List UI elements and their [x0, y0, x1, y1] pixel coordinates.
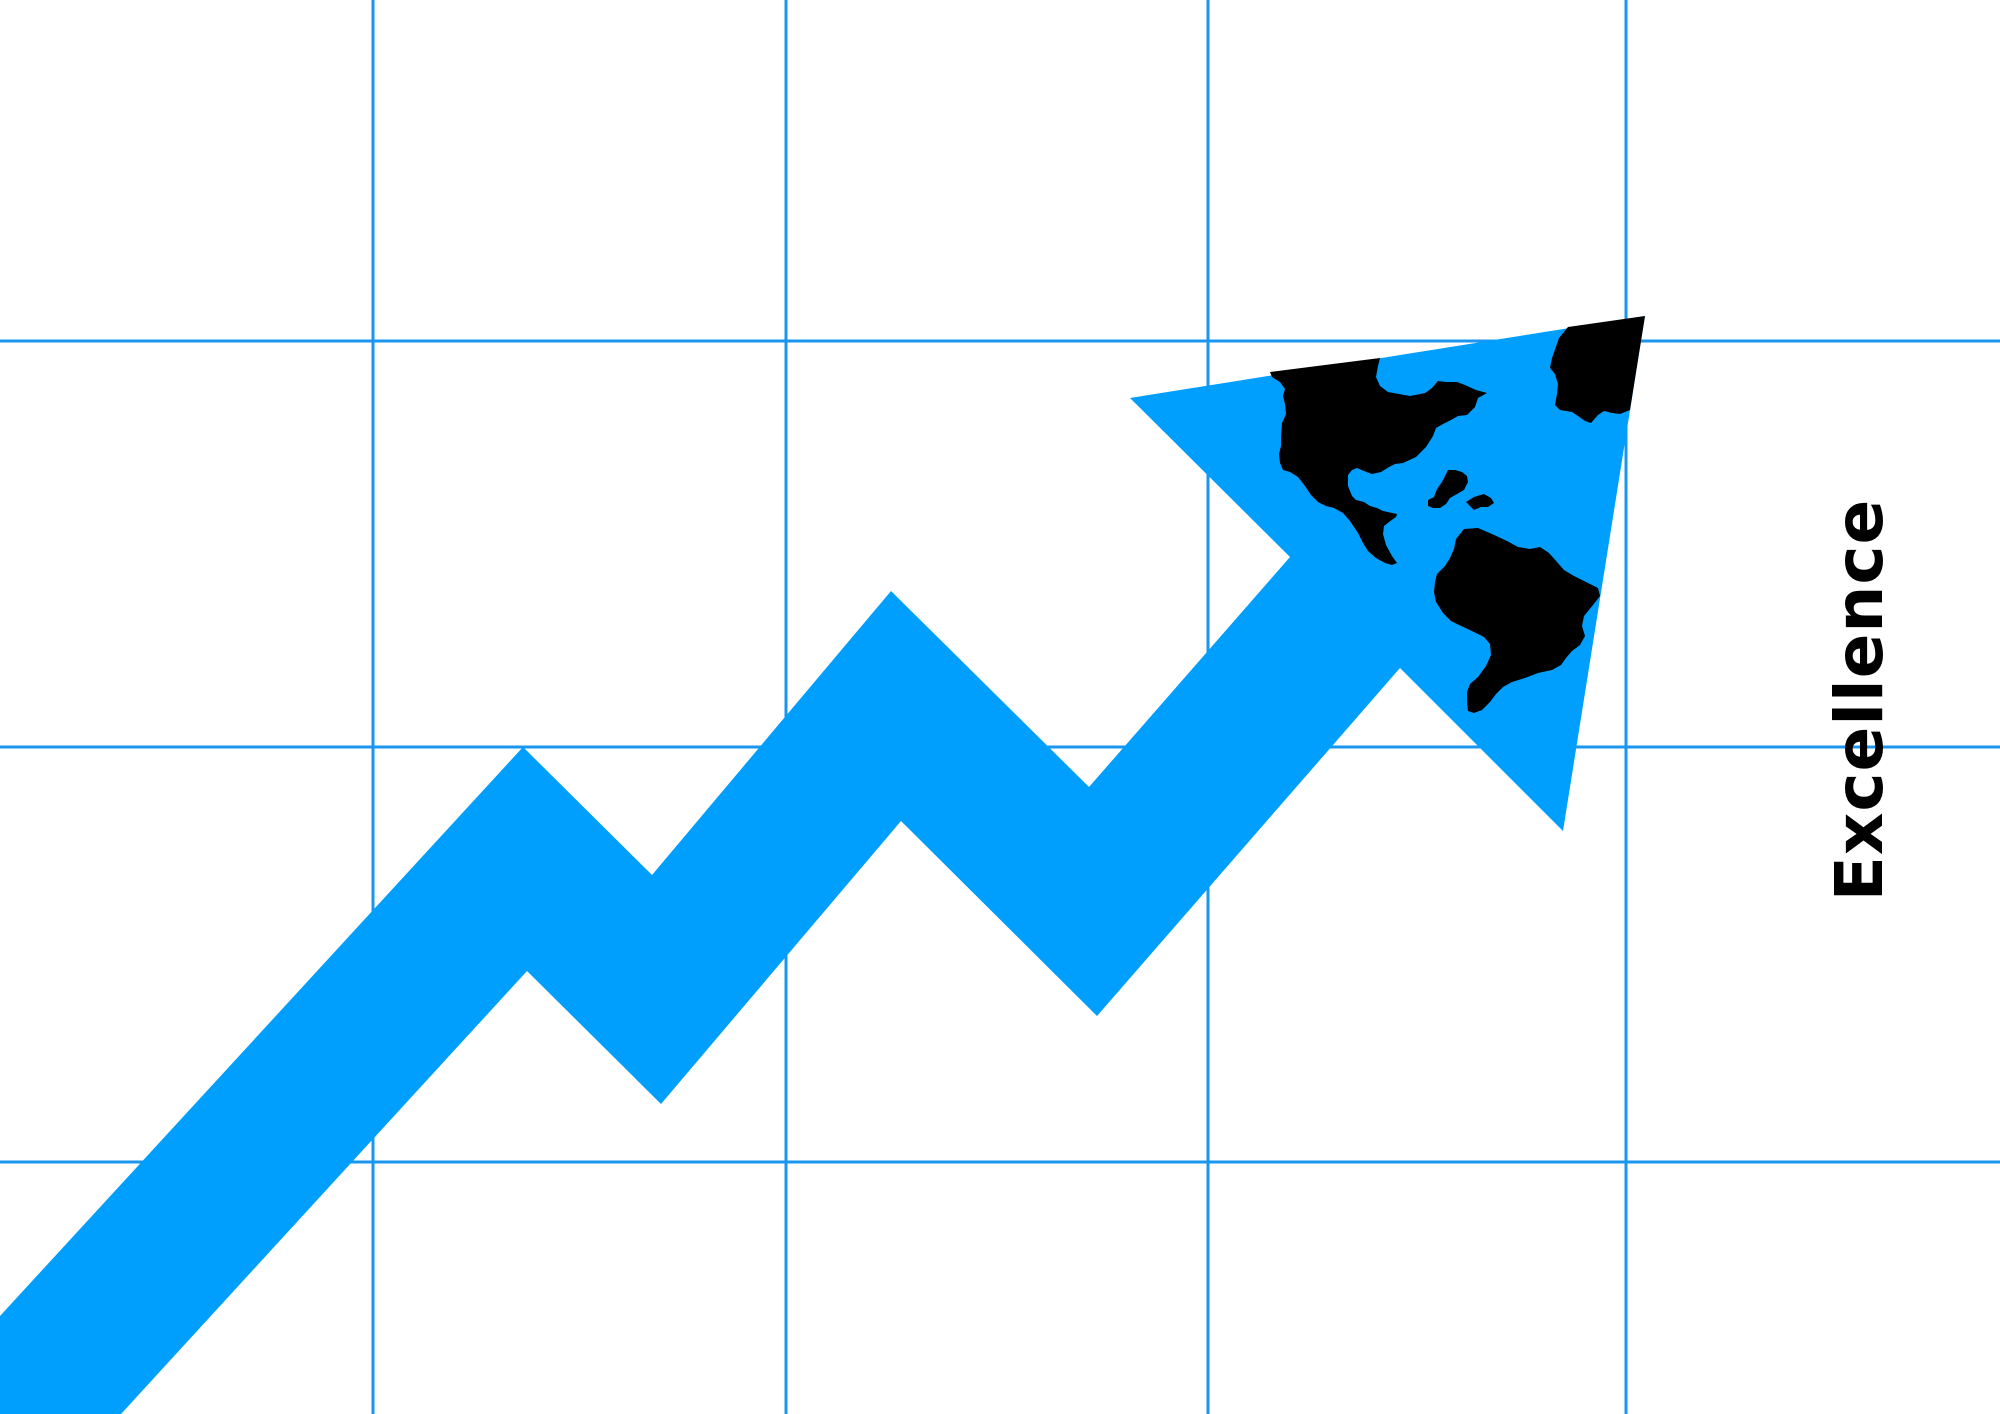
continent-greenland	[1550, 316, 1645, 423]
caption-container: Excellence	[1780, 440, 1940, 960]
world-map-icon	[1270, 316, 1645, 713]
continent-north-america	[1270, 358, 1487, 565]
trend-up-arrow-icon	[0, 316, 1645, 1414]
caption-excellence: Excellence	[1821, 498, 1898, 902]
continent-south-america	[1434, 528, 1600, 713]
continent-hispaniola	[1466, 494, 1494, 510]
continent-cuba	[1428, 470, 1468, 508]
